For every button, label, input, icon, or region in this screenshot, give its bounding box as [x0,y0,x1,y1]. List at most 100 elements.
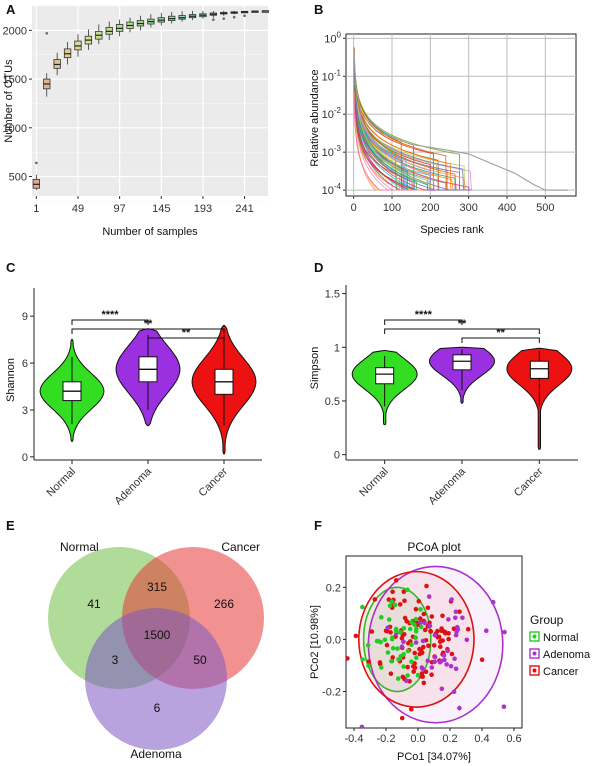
venn-count-normal-only: 41 [87,597,101,611]
significance-bracket [71,328,225,334]
rank-abundance-curves [353,46,569,191]
box [529,360,549,379]
point-cancer [417,646,422,652]
significance-label: **** [101,309,119,321]
venn-count-all: 1500 [144,628,171,642]
point-cancer [419,650,425,655]
point-normal [387,603,393,608]
point-normal [418,624,424,630]
point-adenoma [432,659,438,665]
point-adenoma [453,666,459,672]
point-cancer [409,707,414,712]
panel-label-d: D [314,260,323,275]
x-axis-label: Species rank [420,224,484,236]
point-cancer [421,680,427,686]
point-adenoma [422,620,428,626]
point-cancer [457,609,462,614]
tick-label: 10-1 [322,68,342,83]
point-cancer [411,669,417,674]
point-adenoma [484,628,489,633]
point-adenoma [426,594,432,599]
tick-label: 1 [334,342,340,354]
point-normal [360,657,365,662]
y-axis-ticks: 500 1000 1500 2000 [3,25,32,184]
point-adenoma [460,615,465,621]
significance-bracket [461,337,540,343]
point-cancer [353,633,359,639]
venn-count-cancer-adenoma: 50 [193,653,207,667]
point-adenoma [457,705,462,711]
tick-label: 6 [22,358,28,370]
panel-label-f: F [314,518,322,533]
point-normal [385,650,391,655]
tick-label: 1000 [3,123,27,135]
tick-label: 1 [33,203,39,215]
point-cancer [446,631,451,636]
category-label: Adenoma [426,465,468,507]
point-normal [409,642,414,647]
outlier-point [222,17,226,20]
venn-count-normal-cancer: 315 [147,580,167,594]
tick-label: 97 [114,203,126,215]
point-adenoma [425,658,431,664]
tick-label: 1500 [3,74,27,86]
sample-points [346,578,507,728]
point-cancer [479,657,485,662]
tick-label: 9 [22,311,28,323]
tick-label: -0.2 [377,733,396,745]
point-cancer [416,599,422,604]
y-axis-label: Simpson [309,347,321,390]
point-adenoma [420,638,426,644]
legend: Group Normal Adenoma Cancer [529,613,591,678]
x-axis-ticks: 1 49 97 145 193 241 [33,196,254,215]
outlier-point [232,15,236,19]
point-normal [414,655,419,660]
point-cancer [438,644,443,649]
point-cancer [449,651,455,657]
point-normal [405,673,410,678]
tick-label: -0.4 [345,733,364,745]
category-label: Adenoma [112,465,154,507]
tick-label: 100 [383,202,401,214]
point-normal [395,676,401,681]
panel-f: F PCoA plot -0.2 0.0 0.2 -0.4 -0.2 0.0 0.2 0.4… [309,518,591,763]
boxplot-background [32,6,268,196]
significance-bracket [71,319,149,325]
tick-label: 241 [235,203,253,215]
point-cancer [405,664,411,670]
point-cancer [429,614,435,619]
point-normal [379,615,384,620]
point-normal [413,616,419,622]
point-adenoma [441,653,447,658]
tick-label: 49 [72,203,84,215]
point-adenoma [404,678,409,684]
point-adenoma [452,656,457,661]
point-adenoma [420,666,425,671]
tick-label: 10-2 [322,106,342,121]
point-cancer [465,626,471,632]
point-cancer [435,628,440,634]
abundance-curve [353,46,432,191]
point-cancer [411,664,416,669]
significance-label: **** [415,309,433,321]
category-label: Normal [357,466,391,500]
point-normal [393,628,399,634]
tick-label: 0.0 [410,733,425,745]
point-normal [389,658,394,664]
venn-set-label-normal: Normal [60,540,99,554]
x-axis-ticks: 0 100 200 300 400 500 [351,196,555,214]
tick-label: 300 [459,202,477,214]
significance-label: ** [496,327,505,339]
point-normal [405,587,410,593]
point-cancer [384,642,390,648]
point-adenoma [401,639,406,645]
significance-bracket [384,319,463,325]
significance-label: ** [182,327,191,339]
point-cancer [429,672,434,677]
legend-dot-cancer [532,668,537,673]
point-normal [386,617,392,622]
point-adenoma [359,724,365,728]
point-cancer [420,674,426,679]
point-cancer [399,715,405,721]
point-normal [376,638,381,644]
